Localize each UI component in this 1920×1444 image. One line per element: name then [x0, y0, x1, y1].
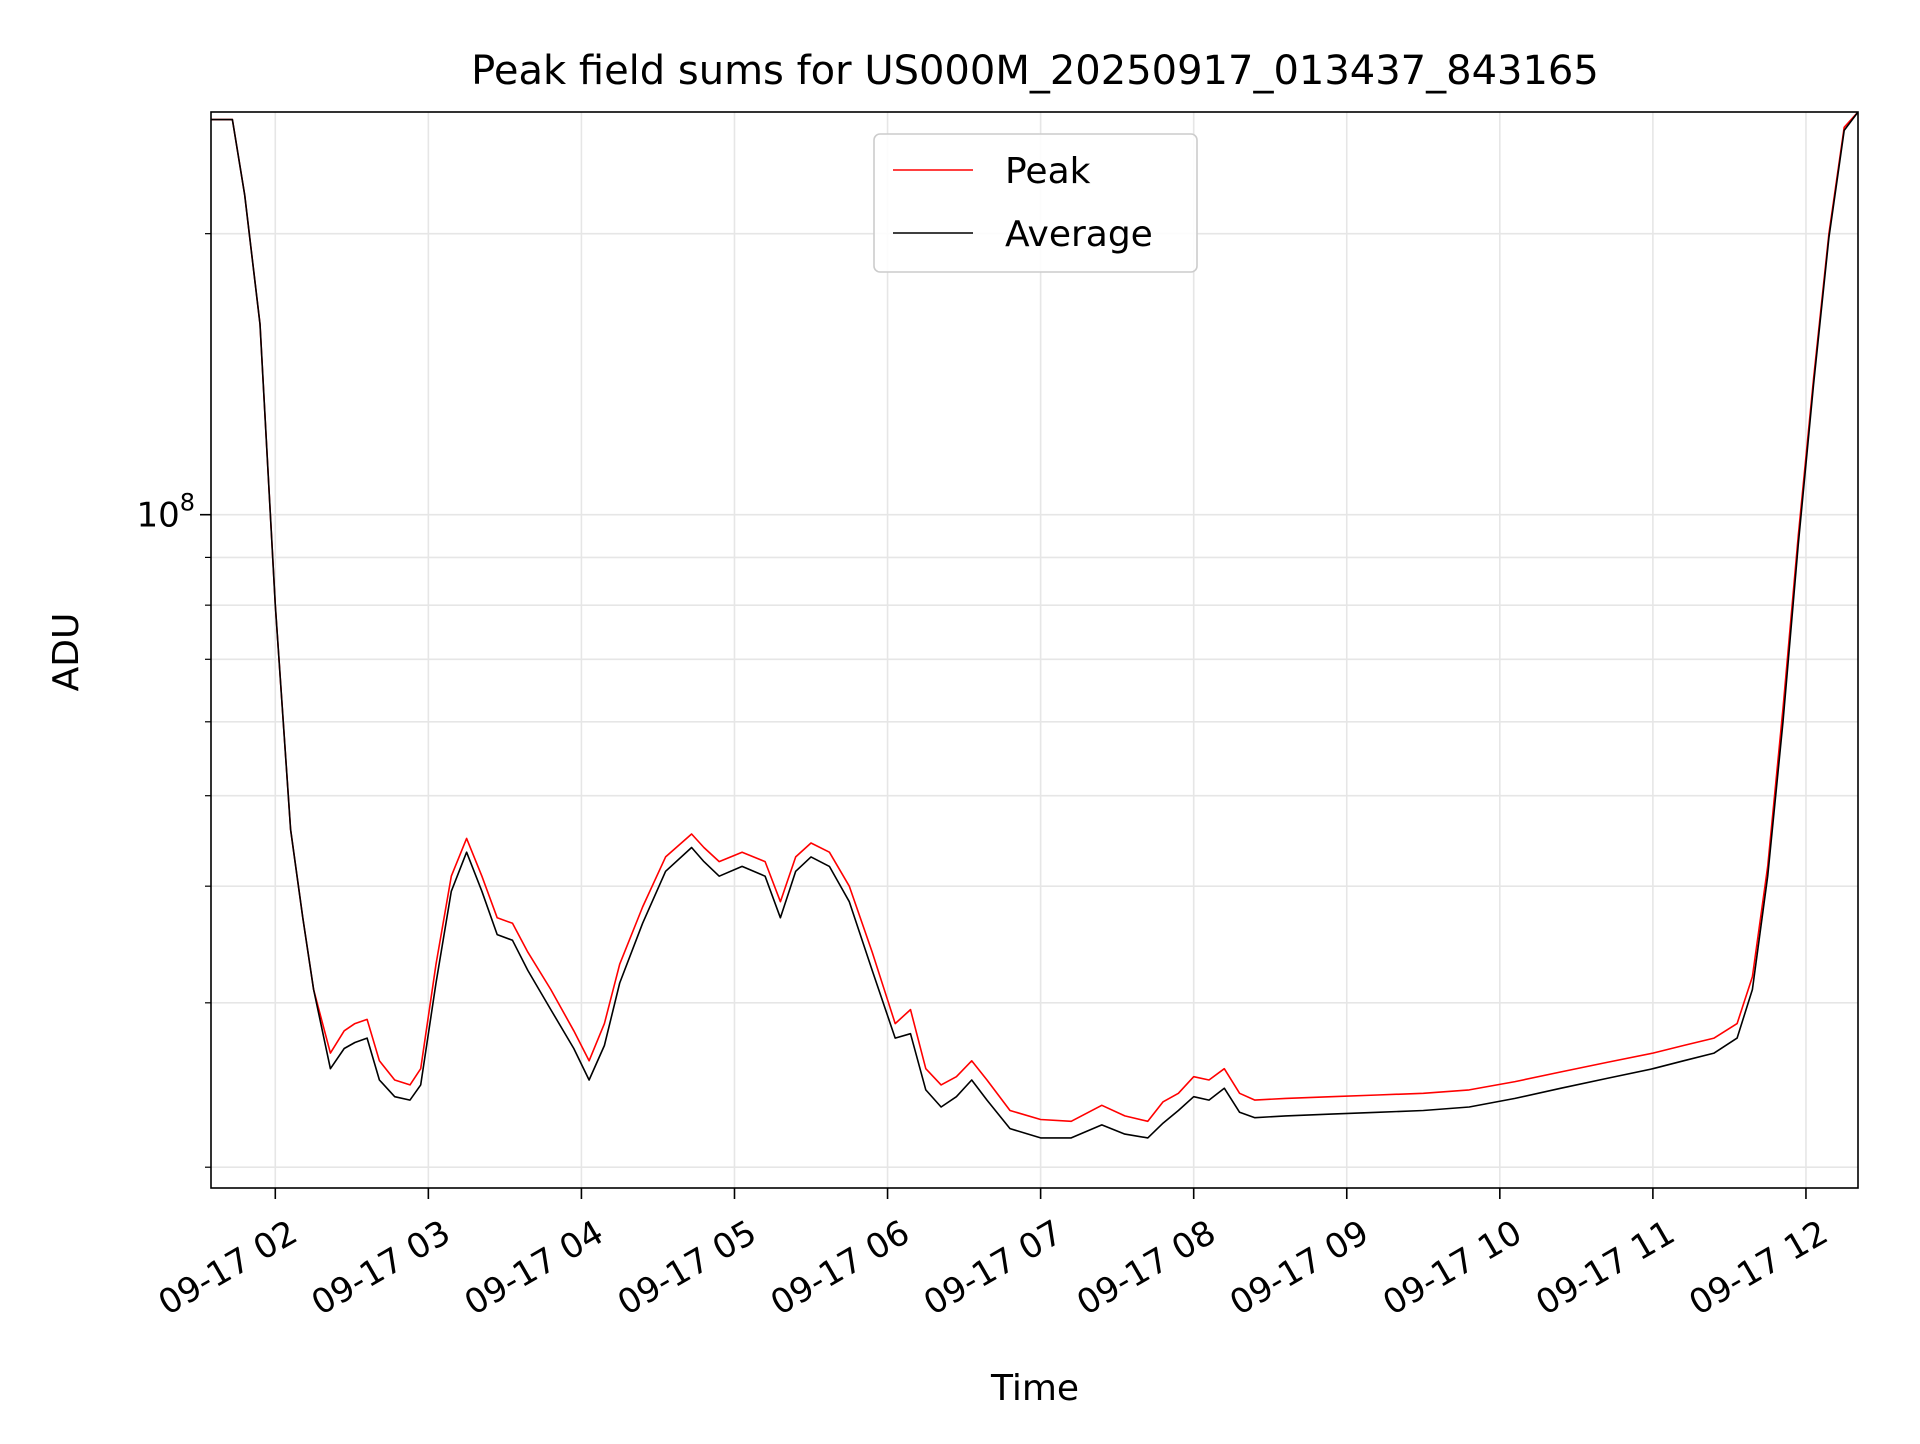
series-line-peak [211, 112, 1858, 1123]
y-tick-label: 108 [136, 489, 195, 536]
y-tick-label-base: 10 [136, 496, 179, 536]
plot-area-background [211, 112, 1858, 1188]
y-axis-label: ADU [46, 613, 87, 692]
legend-average-label: Average [1005, 214, 1153, 255]
legend: Peak Average [873, 133, 1198, 273]
grid-layer [211, 112, 1858, 1188]
series-line-average [211, 112, 1858, 1139]
x-axis-label: Time [990, 1368, 1079, 1409]
y-tick-label-exponent: 8 [180, 489, 195, 517]
legend-box [873, 133, 1198, 273]
series-layer [211, 112, 1858, 1139]
legend-peak-label: Peak [1005, 151, 1091, 192]
chart-title: Peak field sums for US000M_20250917_0134… [471, 48, 1599, 94]
plot-frame [210, 111, 1859, 1189]
